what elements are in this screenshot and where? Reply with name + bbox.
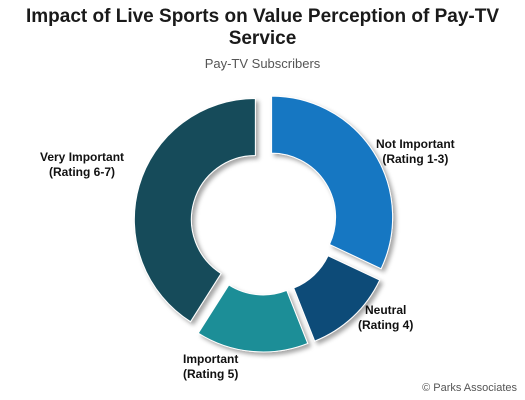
chart-subtitle: Pay-TV Subscribers	[204, 56, 321, 71]
slice-label-not-important: Not Important (Rating 1-3)	[376, 137, 455, 166]
slice-label-very-important: Very Important (Rating 6-7)	[40, 150, 125, 179]
slice-label-important: Important (Rating 5)	[183, 352, 239, 381]
slice-not-important	[271, 95, 394, 270]
chart-title: Impact of Live Sports on Value Perceptio…	[26, 6, 499, 49]
slice-label-neutral: Neutral (Rating 4)	[358, 303, 414, 332]
slice-neutral	[293, 255, 381, 342]
slice-important	[197, 284, 309, 353]
copyright-text: © Parks Associates	[422, 382, 517, 394]
slice-very-important	[133, 97, 256, 323]
